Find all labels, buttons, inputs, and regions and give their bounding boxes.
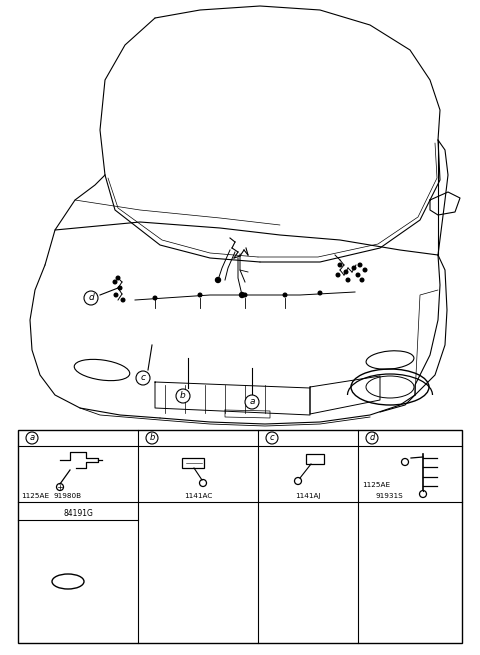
Circle shape [118,286,122,290]
Circle shape [245,395,259,409]
Text: 1125AE: 1125AE [21,493,49,499]
Circle shape [336,273,340,277]
Circle shape [26,432,38,444]
Circle shape [114,293,118,297]
Circle shape [240,293,244,297]
Circle shape [283,293,287,297]
Circle shape [346,278,350,282]
Circle shape [113,280,117,284]
Circle shape [360,278,364,282]
Circle shape [358,263,362,267]
Circle shape [116,276,120,280]
Circle shape [366,432,378,444]
Text: 84191G: 84191G [63,509,93,518]
Circle shape [153,296,157,300]
Text: c: c [270,434,274,443]
Text: d: d [88,293,94,303]
Bar [306,454,324,464]
Circle shape [121,298,125,302]
Text: 1125AE: 1125AE [362,482,390,488]
Circle shape [344,271,348,274]
Circle shape [243,293,247,297]
Circle shape [136,371,150,385]
Text: 1141AJ: 1141AJ [295,493,321,499]
Text: d: d [369,434,375,443]
Circle shape [216,278,220,282]
Text: b: b [180,392,186,400]
Circle shape [363,268,367,272]
Circle shape [198,293,202,297]
Circle shape [266,432,278,444]
Circle shape [146,432,158,444]
Text: b: b [149,434,155,443]
Text: a: a [29,434,35,443]
Text: 91931S: 91931S [376,493,404,499]
Text: 1141AC: 1141AC [184,493,212,499]
Circle shape [356,273,360,277]
Bar [182,458,204,468]
Circle shape [338,263,342,267]
Circle shape [84,291,98,305]
Circle shape [352,266,356,270]
Text: 91980B: 91980B [53,493,81,499]
Circle shape [318,291,322,295]
Bar [18,430,462,643]
Circle shape [176,389,190,403]
Text: c: c [141,373,145,383]
Text: a: a [249,398,255,407]
